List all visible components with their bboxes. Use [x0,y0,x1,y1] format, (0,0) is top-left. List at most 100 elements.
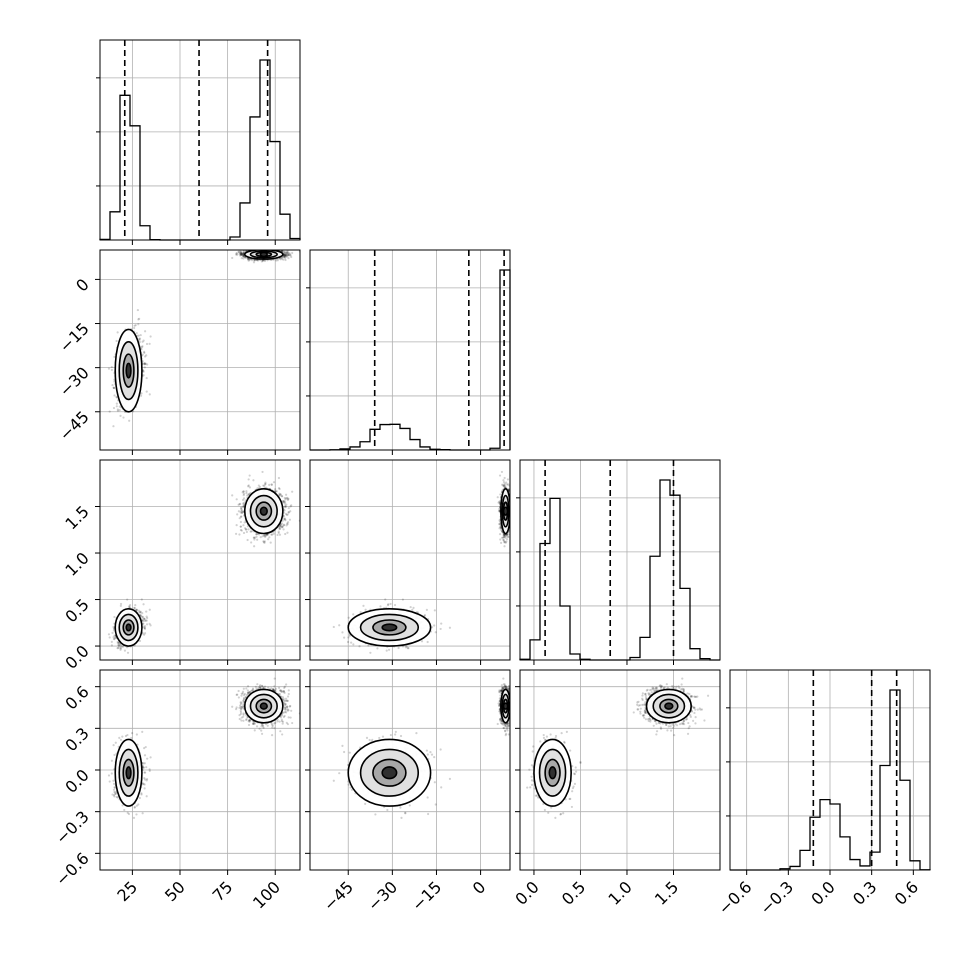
scatter-point [246,494,248,496]
scatter-point [144,628,146,630]
scatter-point [240,525,242,527]
scatter-point [113,394,115,396]
scatter-point [120,603,122,605]
scatter-point [288,507,290,509]
scatter-point [112,425,114,427]
scatter-point [144,632,146,634]
scatter-point [119,406,121,408]
scatter-point [275,490,277,492]
scatter-point [109,410,111,412]
scatter-point [267,538,269,540]
scatter-point [112,636,114,638]
scatter-point [249,248,251,250]
scatter-point [145,610,147,612]
scatter-point [133,327,135,329]
scatter-point [284,533,286,535]
scatter-point [111,384,113,386]
scatter-point [270,534,272,536]
scatter-point [117,642,119,644]
scatter-point [231,494,233,496]
scatter-point [242,490,244,492]
scatter-point [146,391,148,393]
scatter-point [285,494,287,496]
scatter-point [265,247,267,249]
scatter-point [289,505,291,507]
scatter-point [246,531,248,533]
scatter-point [142,622,144,624]
scatter-point [248,478,250,480]
scatter-point [111,366,113,368]
scatter-point [245,492,247,494]
histogram-panel-p1 [306,250,510,450]
scatter-point [258,247,260,249]
scatter-point [278,488,280,490]
scatter-point [251,259,253,261]
scatter-point [259,486,261,488]
scatter-point [235,533,237,535]
scatter-point [253,261,255,263]
scatter-point [120,605,122,607]
scatter-point [146,377,148,379]
scatter-point [144,366,146,368]
scatter-point [242,502,244,504]
scatter-point [262,484,264,486]
scatter-point [255,536,257,538]
scatter-point [109,636,111,638]
scatter-panel-p0-p2 [100,460,301,660]
scatter-point [249,259,251,261]
scatter-point [137,309,139,311]
scatter-point [291,252,293,254]
scatter-point [113,616,115,618]
scatter-point [243,532,245,534]
scatter-point [285,524,287,526]
scatter-point [238,533,240,535]
histogram-step-p0 [100,60,300,240]
scatter-point [126,598,128,600]
scatter-point [142,371,144,373]
scatter-point [241,257,243,259]
scatter-point [113,638,115,640]
scatter-point [124,650,126,652]
scatter-point [139,611,141,613]
scatter-point [242,524,244,526]
scatter-point [284,518,286,520]
scatter-point [111,632,113,634]
scatter-point [252,479,254,481]
histogram-panel-p3 [726,670,930,870]
scatter-point [127,652,129,654]
scatter-point [108,368,110,370]
scatter-point [116,402,118,404]
scatter-point [286,497,288,499]
scatter-point [283,509,285,511]
scatter-point [286,522,288,524]
scatter-point [264,483,266,485]
scatter-point [241,529,243,531]
scatter-point [119,415,121,417]
scatter-point [144,355,146,357]
scatter-point [291,491,293,493]
scatter-point [117,331,119,333]
histogram-panel-p0 [96,40,300,240]
scatter-point [268,484,270,486]
scatter-point [140,334,142,336]
scatter-point [122,416,124,418]
scatter-point [239,503,241,505]
scatter-point [287,252,289,254]
scatter-point [248,247,250,249]
scatter-point [149,393,151,395]
scatter-point [141,346,143,348]
scatter-point [253,545,255,547]
scatter-point [247,528,249,530]
axes-frame [310,250,510,450]
scatter-point [239,517,241,519]
scatter-point [258,247,260,249]
scatter-point [111,369,113,371]
histogram-step-p1 [310,270,510,450]
scatter-point [240,253,242,255]
scatter-point [137,318,139,320]
scatter-point [140,395,142,397]
scatter-point [117,410,119,412]
scatter-point [108,633,110,635]
